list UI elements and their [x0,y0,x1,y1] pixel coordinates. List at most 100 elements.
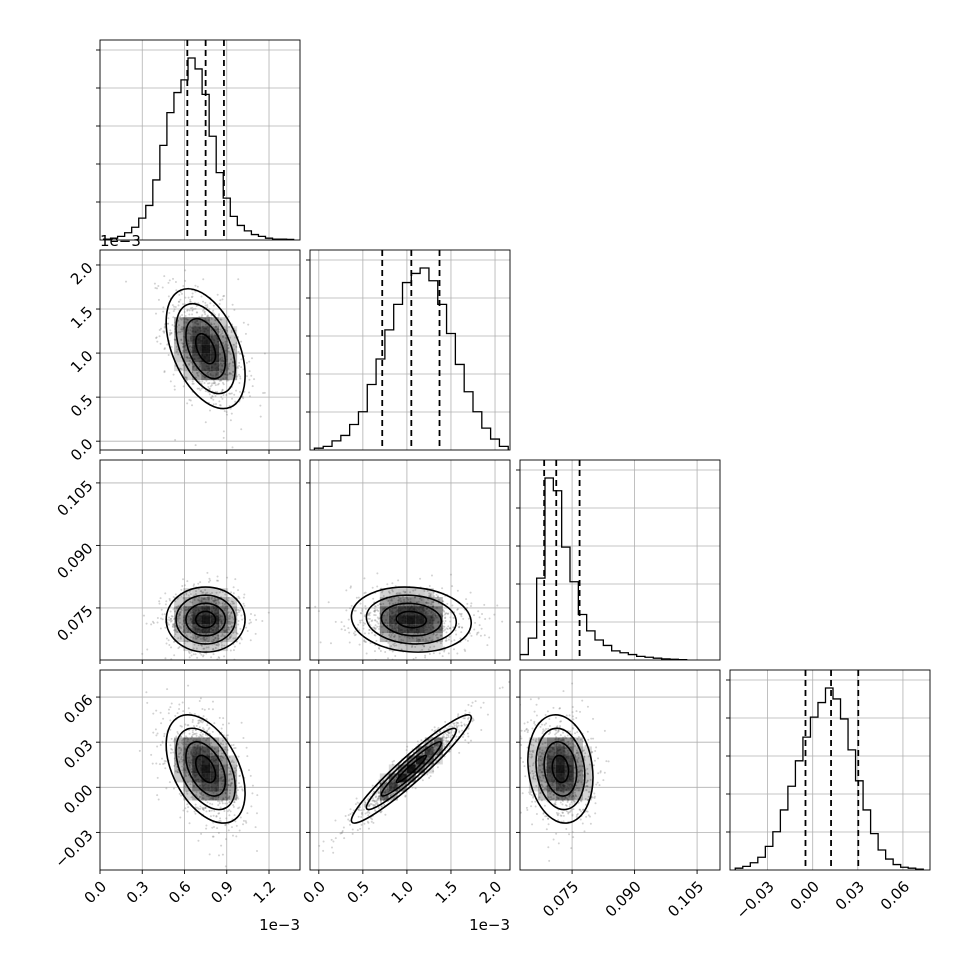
sample-point [400,648,403,651]
sample-point [231,778,234,781]
sample-point [533,720,536,723]
sample-point [456,589,459,592]
sample-point [238,782,241,785]
sample-point [444,720,447,723]
sample-point [375,795,378,798]
sample-point [376,801,379,804]
sample-point [216,827,219,830]
sample-point [357,596,360,599]
density-cell [424,588,434,598]
sample-point [178,760,181,763]
sample-point [152,622,155,625]
panel-frame [729,669,931,871]
sample-point [229,771,232,774]
sample-point [359,619,362,622]
sample-point [188,712,191,715]
sample-point [231,759,234,762]
sample-point [368,804,371,807]
sample-point [214,395,217,398]
sample-point [314,605,317,608]
sample-point [393,644,396,647]
sample-point [452,722,455,725]
sample-point [188,313,191,316]
sample-point [356,627,359,630]
contour-3-1-3 [350,714,473,824]
sample-point [156,776,159,779]
sample-point [221,739,224,742]
sample-point [173,325,176,328]
density-cell [201,353,211,363]
sample-point [542,818,545,821]
sample-point [360,612,363,615]
sample-point [418,638,421,641]
sample-point [173,624,176,627]
sample-point [442,629,445,632]
sample-point [228,792,231,795]
sample-point [425,764,428,767]
sample-point [210,317,213,320]
sample-point [230,611,233,614]
sample-point [173,618,176,621]
sample-point [188,732,191,735]
sample-point [334,837,337,840]
sample-point [191,729,194,732]
sample-point [352,632,355,635]
sample-point [230,626,233,629]
sample-point [202,597,205,600]
density-cell [210,746,220,756]
sample-point [358,629,361,632]
sample-point [453,724,456,727]
sample-point [226,748,229,751]
density-cell [192,597,202,607]
density-cell [397,597,407,607]
sample-point [210,396,213,399]
sample-point [204,633,207,636]
sample-point [201,735,204,738]
sample-point [185,379,188,382]
sample-point [224,792,227,795]
sample-point [195,732,198,735]
sample-point [170,646,173,649]
sample-point [402,604,405,607]
sample-point [195,311,198,314]
sample-point [219,755,222,758]
sample-point [206,304,209,307]
sample-point [221,800,224,803]
sample-point [226,810,229,813]
sample-point [145,691,148,694]
sample-point [237,619,240,622]
sample-point [445,733,448,736]
density-cell [406,588,416,598]
sample-point [391,760,394,763]
sample-point [595,746,598,749]
sample-point [371,631,374,634]
sample-point [222,383,225,386]
sample-point [416,601,419,604]
sample-point [359,602,362,605]
sample-point [353,634,356,637]
sample-point [162,310,165,313]
sample-point [227,621,230,624]
sample-point [181,739,184,742]
sample-point [198,719,201,722]
sample-point [188,590,191,593]
sample-point [395,593,398,596]
sample-point [429,593,432,596]
sample-point [367,614,370,617]
sample-point [218,657,221,660]
sample-point [254,632,257,635]
sample-point [381,786,384,789]
sample-point [374,796,377,799]
sample-point [414,787,417,790]
sample-point [367,827,370,830]
sample-point [178,624,181,627]
sample-point [161,740,164,743]
sample-point [200,597,203,600]
sample-point [228,362,231,365]
sample-point [343,837,346,840]
sample-point [225,799,228,802]
sample-point [426,773,429,776]
sample-point [422,747,425,750]
sample-point [453,639,456,642]
sample-point [181,769,184,772]
